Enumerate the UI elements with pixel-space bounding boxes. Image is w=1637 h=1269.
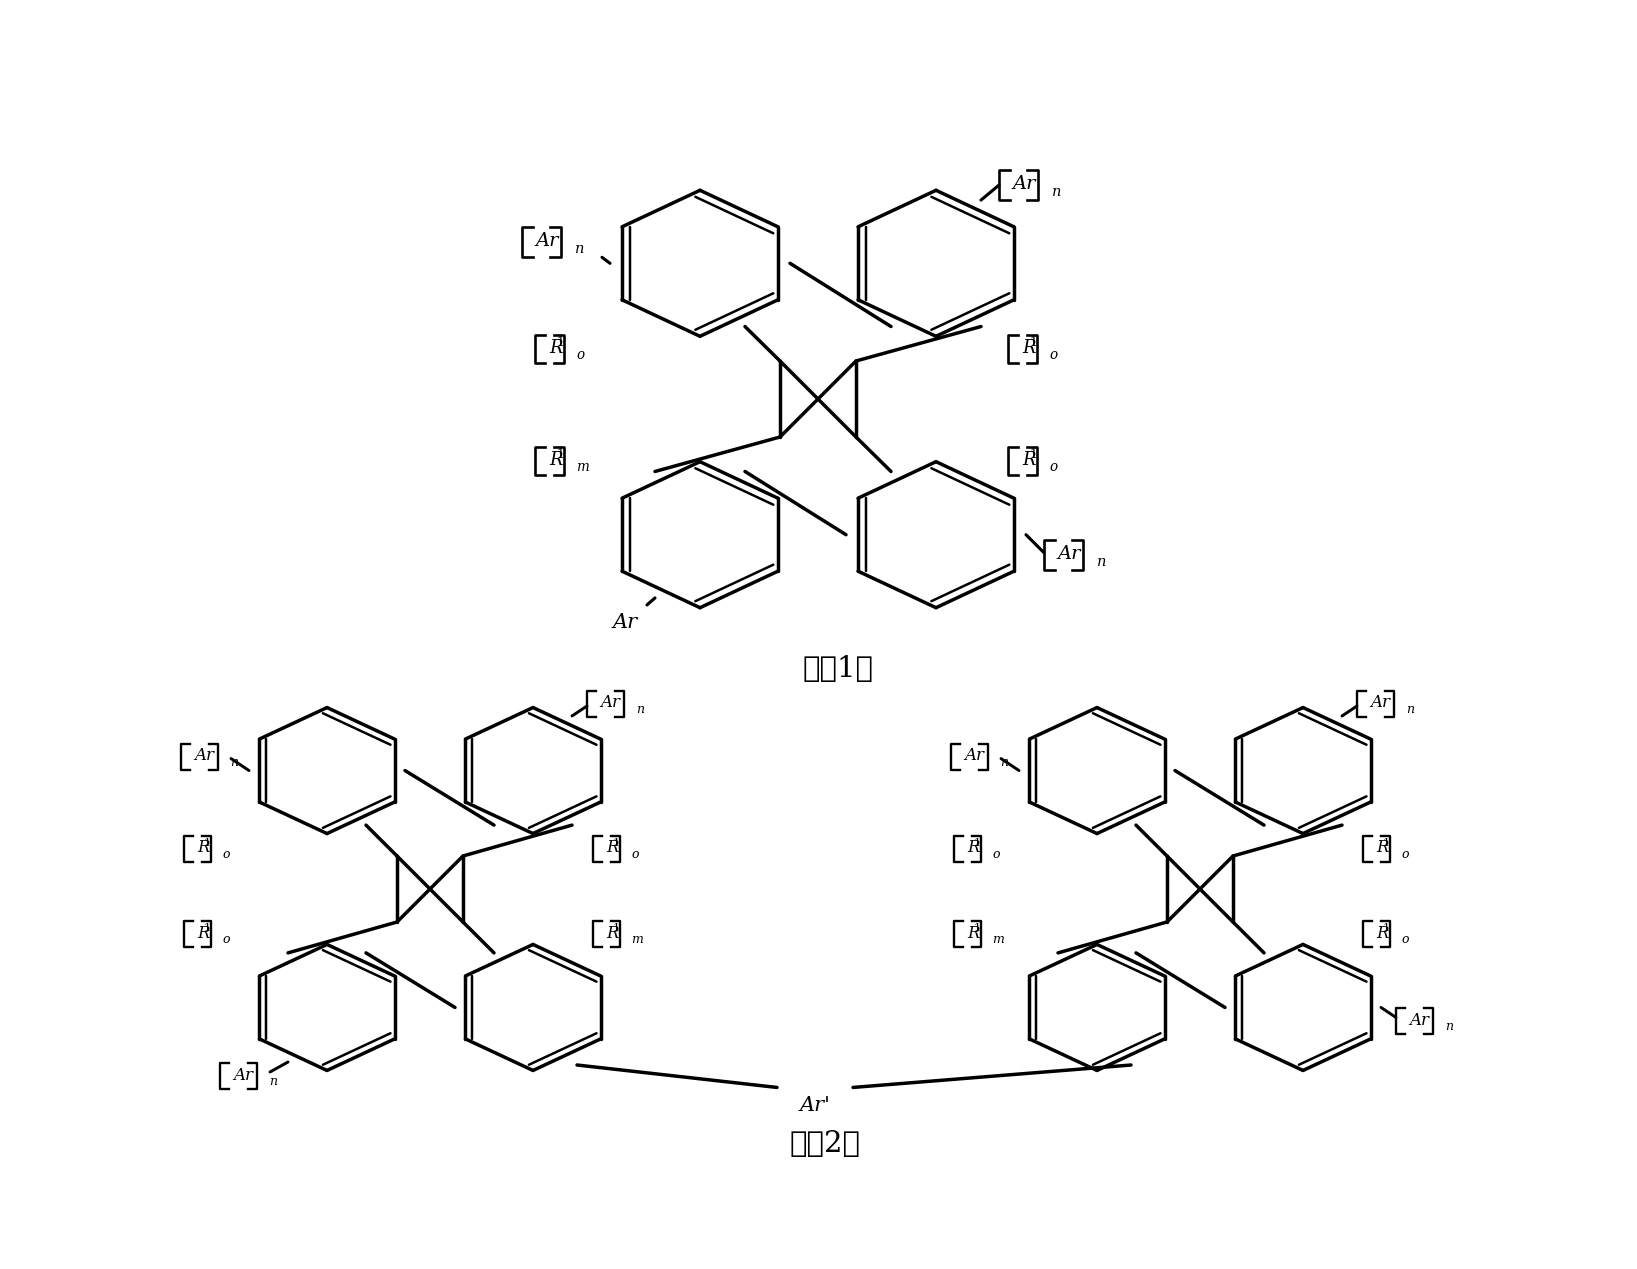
Text: 1: 1: [205, 839, 211, 848]
Text: Ar: Ar: [1058, 544, 1080, 562]
Text: 式（1）: 式（1）: [802, 655, 874, 683]
Text: o: o: [1049, 459, 1058, 475]
Text: Ar: Ar: [195, 747, 214, 764]
Text: Ar: Ar: [232, 1066, 254, 1084]
Text: R: R: [196, 840, 210, 857]
Text: R: R: [1021, 450, 1036, 470]
Text: 1: 1: [1383, 924, 1390, 933]
Text: R: R: [196, 925, 210, 942]
Text: Ar: Ar: [1370, 694, 1390, 712]
Text: n: n: [1000, 755, 1008, 769]
Text: 1: 1: [612, 839, 620, 848]
Text: n: n: [1406, 703, 1414, 716]
Text: n: n: [268, 1075, 277, 1088]
Text: Ar': Ar': [799, 1096, 830, 1115]
Text: m: m: [992, 933, 1003, 945]
Text: 1: 1: [1383, 839, 1390, 848]
Text: 1: 1: [612, 924, 620, 933]
Text: m: m: [576, 459, 589, 475]
Text: Ar: Ar: [601, 694, 620, 712]
Text: o: o: [223, 848, 229, 860]
Text: 1: 1: [205, 924, 211, 933]
Text: 1: 1: [557, 448, 565, 462]
Text: n: n: [1097, 555, 1107, 569]
Text: 1: 1: [1030, 448, 1038, 462]
Text: 1: 1: [557, 336, 565, 349]
Text: R: R: [967, 840, 979, 857]
Text: R: R: [1377, 925, 1388, 942]
Text: R: R: [606, 840, 619, 857]
Text: R: R: [1021, 339, 1036, 357]
Text: n: n: [1053, 185, 1061, 199]
Text: n: n: [231, 755, 237, 769]
Text: Ar: Ar: [964, 747, 984, 764]
Text: R: R: [606, 925, 619, 942]
Text: R: R: [548, 339, 563, 357]
Text: R: R: [1377, 840, 1388, 857]
Text: Ar: Ar: [535, 232, 558, 250]
Text: n: n: [637, 703, 643, 716]
Text: o: o: [576, 348, 584, 362]
Text: Ar: Ar: [1409, 1011, 1429, 1029]
Text: Ar: Ar: [612, 613, 637, 632]
Text: n: n: [1445, 1020, 1454, 1033]
Text: R: R: [548, 450, 563, 470]
Text: 1: 1: [974, 924, 981, 933]
Text: 式（2）: 式（2）: [789, 1129, 861, 1159]
Text: 1: 1: [974, 839, 981, 848]
Text: o: o: [223, 933, 229, 945]
Text: o: o: [1401, 933, 1409, 945]
Text: R: R: [967, 925, 979, 942]
Text: Ar: Ar: [1012, 175, 1036, 193]
Text: o: o: [632, 848, 638, 860]
Text: o: o: [1049, 348, 1058, 362]
Text: 1: 1: [1030, 336, 1038, 349]
Text: o: o: [1401, 848, 1409, 860]
Text: m: m: [632, 933, 643, 945]
Text: n: n: [575, 242, 584, 256]
Text: o: o: [992, 848, 1000, 860]
